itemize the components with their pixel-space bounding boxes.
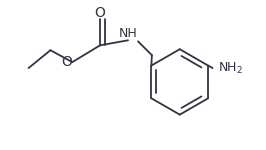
Text: O: O	[61, 55, 72, 69]
Text: NH: NH	[119, 27, 138, 40]
Text: O: O	[95, 6, 106, 20]
Text: NH$_2$: NH$_2$	[218, 60, 243, 76]
